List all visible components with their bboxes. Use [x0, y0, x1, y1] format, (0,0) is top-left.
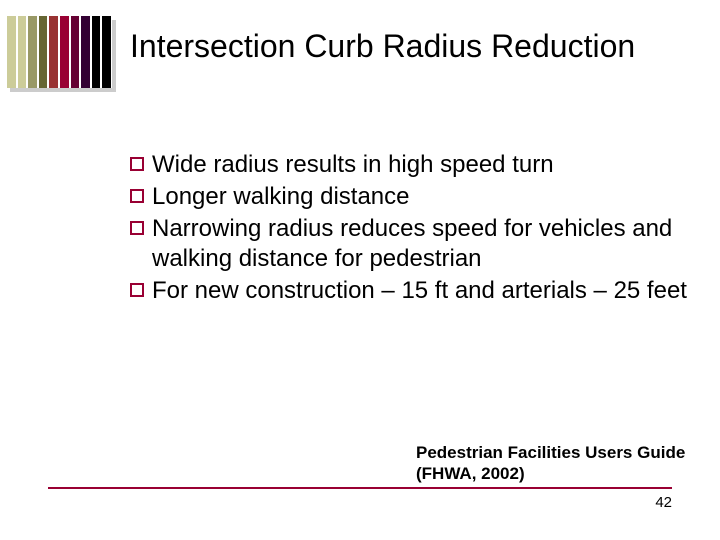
- deco-stripe-8: [92, 16, 101, 88]
- deco-stripe-2: [28, 16, 37, 88]
- bullet-marker-icon: [130, 157, 144, 171]
- citation: Pedestrian Facilities Users Guide (FHWA,…: [416, 442, 686, 485]
- deco-stripe-6: [71, 16, 80, 88]
- bullet-marker-icon: [130, 221, 144, 235]
- deco-stripe-5: [60, 16, 69, 88]
- bullet-item: Wide radius results in high speed turn: [130, 150, 690, 180]
- slide-number: 42: [655, 494, 672, 511]
- deco-stripe-3: [39, 16, 48, 88]
- bullet-item: For new construction – 15 ft and arteria…: [130, 276, 690, 306]
- bullet-list: Wide radius results in high speed turn L…: [130, 150, 690, 308]
- deco-stripe-7: [81, 16, 90, 88]
- bullet-text: Narrowing radius reduces speed for vehic…: [152, 214, 690, 274]
- deco-stripe-0: [7, 16, 16, 88]
- bullet-marker-icon: [130, 283, 144, 297]
- bullet-marker-icon: [130, 189, 144, 203]
- deco-stripes: [6, 16, 112, 88]
- deco-stripe-9: [102, 16, 111, 88]
- footer-divider: [48, 487, 672, 489]
- bullet-text: Wide radius results in high speed turn: [152, 150, 554, 180]
- bullet-text: For new construction – 15 ft and arteria…: [152, 276, 687, 306]
- deco-stripe-1: [18, 16, 27, 88]
- deco-stripe-4: [49, 16, 58, 88]
- slide: Intersection Curb Radius Reduction Wide …: [0, 0, 720, 540]
- bullet-item: Longer walking distance: [130, 182, 690, 212]
- bullet-item: Narrowing radius reduces speed for vehic…: [130, 214, 690, 274]
- slide-title: Intersection Curb Radius Reduction: [130, 28, 690, 65]
- bullet-text: Longer walking distance: [152, 182, 410, 212]
